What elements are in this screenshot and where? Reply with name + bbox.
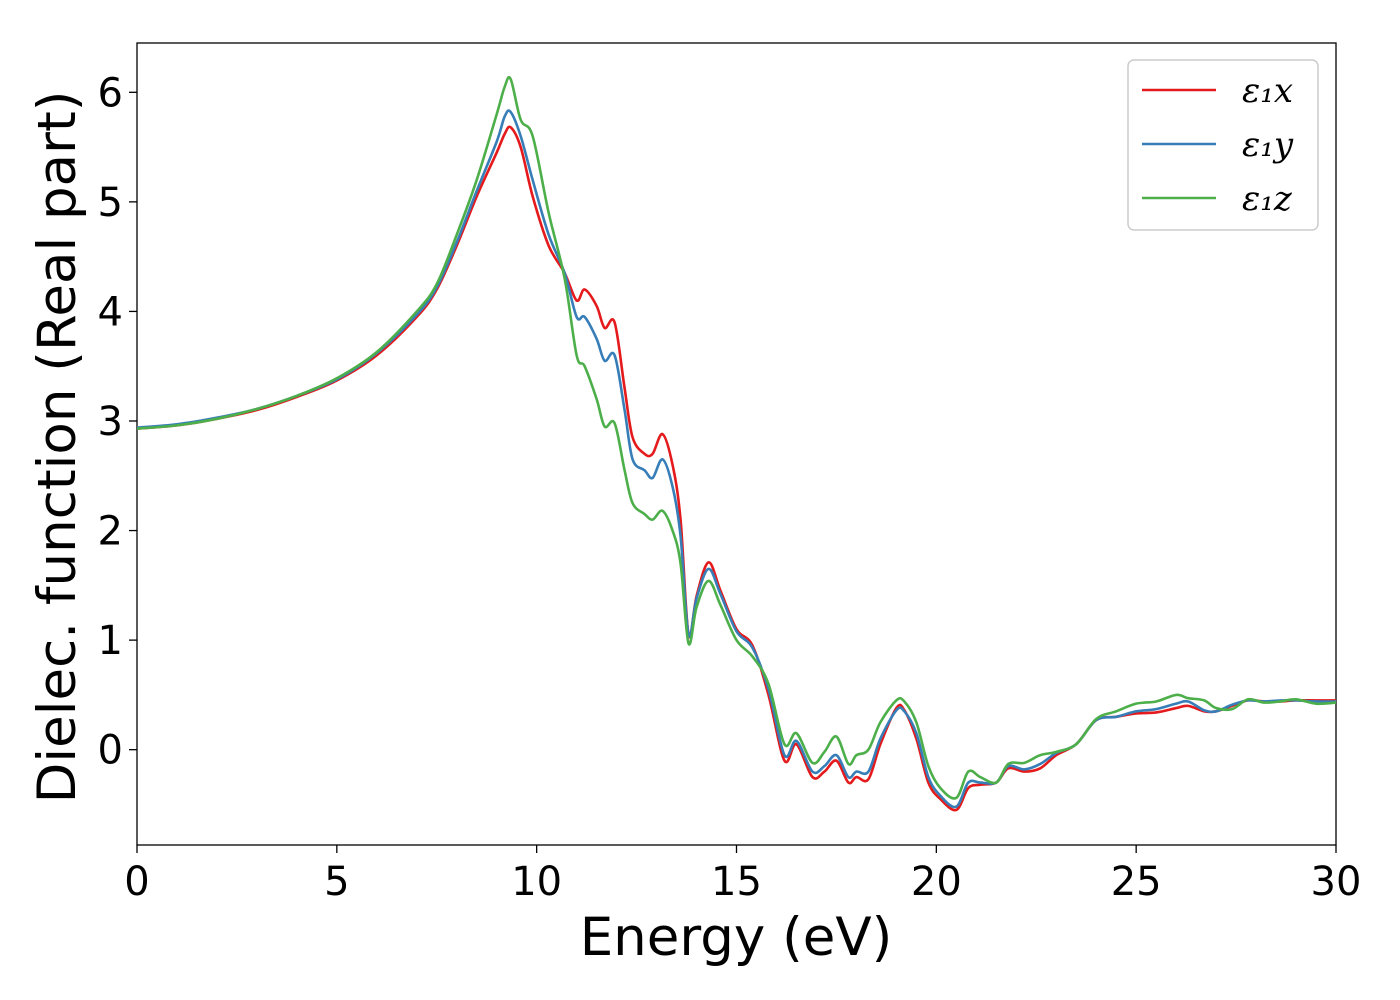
- y-axis-title: Dielec. function (Real part): [27, 91, 88, 804]
- x-tick-label: 15: [711, 859, 762, 905]
- y-tick-label: 0: [98, 728, 123, 774]
- y-ticks: 0 1 2 3 4 5 6: [98, 70, 137, 774]
- series-line-2: [137, 109, 1336, 809]
- legend-frame: [1127, 59, 1319, 231]
- x-tick-label: 25: [1111, 859, 1162, 905]
- x-axis-title: Energy (eV): [580, 907, 893, 968]
- series-layer: [137, 75, 1336, 812]
- y-tick-label: 3: [98, 399, 123, 445]
- x-tick-label: 30: [1311, 859, 1362, 905]
- legend-label-3: ε₁z: [1242, 179, 1293, 219]
- y-tick-label: 6: [98, 70, 123, 116]
- y-tick-label: 4: [98, 289, 123, 335]
- y-tick-label: 2: [98, 509, 123, 555]
- legend-label-2: ε₁y: [1242, 125, 1294, 165]
- x-tick-label: 0: [124, 859, 149, 905]
- y-tick-label: 5: [98, 180, 123, 226]
- x-ticks: 0 5 10 15 20 25 30: [124, 845, 1361, 905]
- y-tick-label: 1: [98, 618, 123, 664]
- legend-label-1: ε₁x: [1242, 71, 1293, 111]
- legend: ε₁x ε₁y ε₁z: [1127, 59, 1319, 231]
- series-line-3: [137, 75, 1336, 800]
- x-tick-label: 20: [911, 859, 962, 905]
- x-tick-label: 5: [324, 859, 349, 905]
- x-tick-label: 10: [511, 859, 562, 905]
